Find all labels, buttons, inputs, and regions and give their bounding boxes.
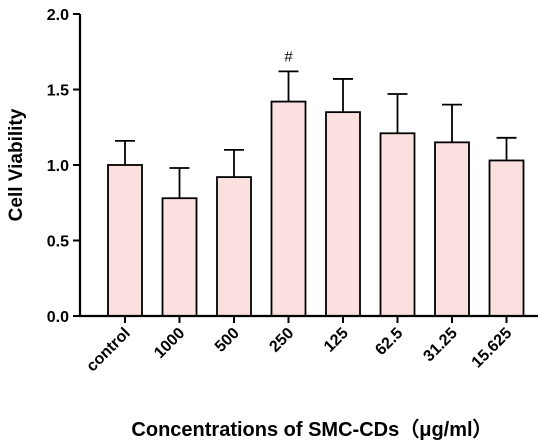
y-tick-label: 0.5 [47,234,69,251]
bar [161,197,198,317]
bar [434,141,470,317]
x-axis-label: Concentrations of SMC-CDs（μg/ml） [131,418,492,441]
x-tick-label: 31.25 [420,325,460,365]
bar [107,164,143,317]
x-tick-label: control [83,325,133,375]
bar [488,159,525,317]
bars-layer: # [107,48,525,317]
y-axis-label: Cell Viability [6,108,27,221]
x-tick-label: 62.5 [372,325,406,359]
bar [325,111,361,317]
significance-marker: # [284,48,293,65]
y-tick-label: 1.5 [47,83,69,100]
y-tick-label: 1.0 [47,158,69,175]
y-ticks: 0.0 0.5 1.0 1.5 2.0 [47,7,80,326]
x-tick-label: 1000 [151,325,188,362]
bar [216,176,252,317]
x-tick-label: 500 [212,325,243,356]
x-tick-label: 15.625 [469,325,516,372]
bar [270,100,307,317]
x-ticks: control 1000 500 250 125 62.5 31.25 15.625 [83,316,515,375]
bar [379,132,416,317]
x-tick-label: 250 [266,325,297,356]
x-tick-label: 125 [321,325,352,356]
y-tick-label: 0.0 [47,309,69,326]
y-tick-label: 2.0 [47,7,69,24]
